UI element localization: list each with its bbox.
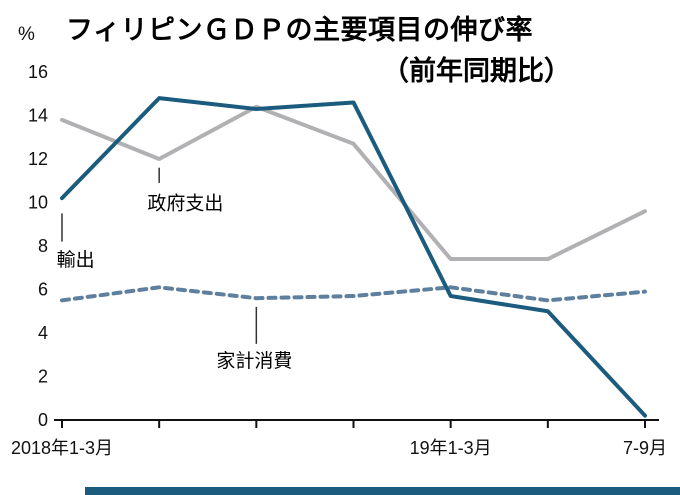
y-tick-label: 14 <box>28 106 48 126</box>
x-tick-label: 7-9月 <box>623 438 667 458</box>
y-tick-label: 2 <box>38 367 48 387</box>
x-tick-label: 2018年1-3月 <box>11 438 113 458</box>
y-tick-label: 16 <box>28 62 48 82</box>
y-tick-label: 0 <box>38 410 48 430</box>
series-annotation-label: 家計消費 <box>216 350 292 372</box>
y-tick-label: 8 <box>38 236 48 256</box>
y-axis-unit-label: % <box>18 24 35 45</box>
series-annotation-label: 輸出 <box>57 249 95 271</box>
series-line-政府支出 <box>60 104 647 262</box>
title-block: フィリピンＧＤＰの主要項目の伸び率 （前年同期比） <box>66 8 666 88</box>
y-tick-label: 4 <box>38 323 48 343</box>
chart-subtitle: （前年同期比） <box>382 56 571 86</box>
y-tick-label: 12 <box>28 149 48 169</box>
series-line-輸出 <box>60 96 647 418</box>
y-tick-label: 6 <box>38 280 48 300</box>
series-line-家計消費 <box>60 285 647 303</box>
x-tick-label: 19年1-3月 <box>410 438 492 458</box>
chart-title: フィリピンＧＤＰの主要項目の伸び率 <box>66 15 533 45</box>
bottom-accent-bar <box>85 487 680 495</box>
y-tick-label: 10 <box>28 193 48 213</box>
series-annotation-label: 政府支出 <box>147 193 223 215</box>
